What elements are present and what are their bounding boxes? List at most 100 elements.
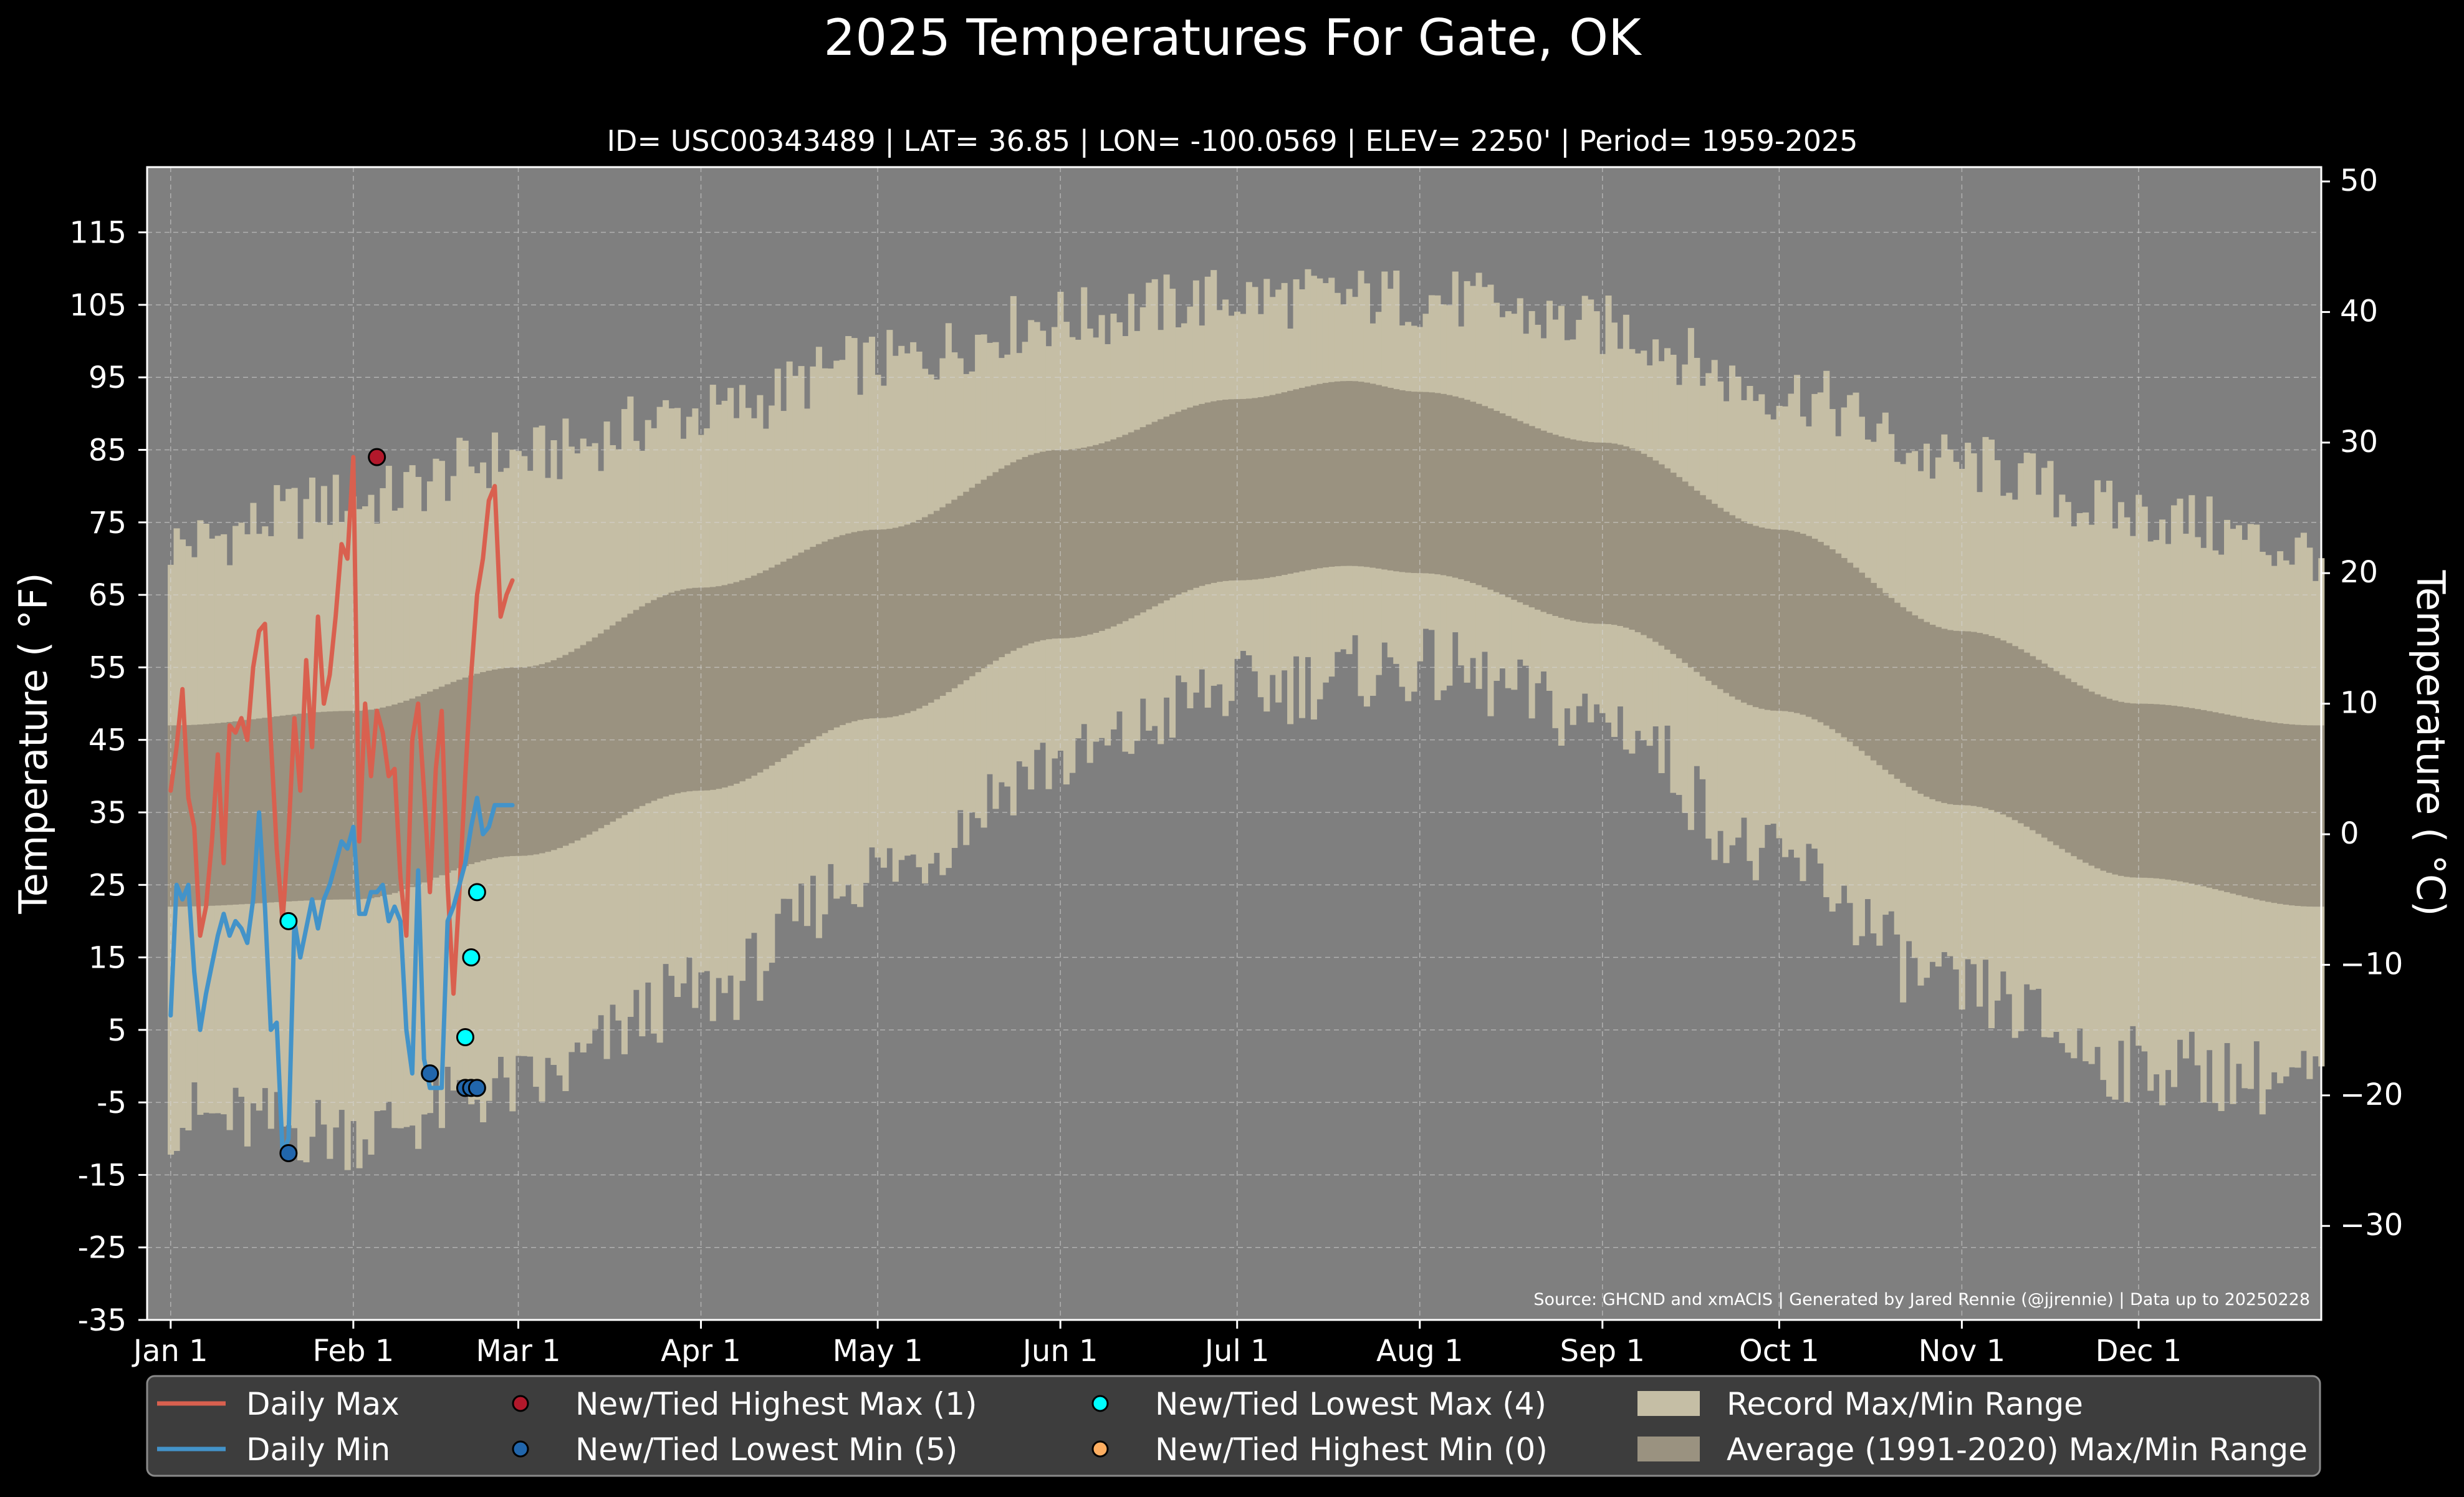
y2-tick-label: −30 <box>2340 1208 2403 1243</box>
record-marker <box>368 448 386 466</box>
normal-range-bar <box>456 680 463 869</box>
y-tick-label: -5 <box>97 1085 127 1120</box>
normal-range-bar <box>521 667 528 856</box>
normal-range-bar <box>444 684 451 873</box>
normal-range-bar <box>1982 634 1989 809</box>
normal-range-bar <box>2076 685 2083 860</box>
normal-range-bar <box>1470 402 1477 584</box>
normal-range-bar <box>1033 453 1040 642</box>
normal-range-bar <box>1240 398 1247 580</box>
normal-range-bar <box>1770 529 1777 711</box>
normal-range-bar <box>214 723 221 906</box>
normal-range-bar <box>2306 725 2313 907</box>
normal-range-bar <box>1888 598 1895 775</box>
normal-range-bar <box>2124 703 2131 877</box>
normal-range-bar <box>1858 572 1866 751</box>
normal-range-bar <box>2188 708 2195 884</box>
normal-range-bar <box>1075 448 1081 637</box>
normal-range-bar <box>1446 395 1453 577</box>
normal-range-bar <box>1346 381 1353 566</box>
normal-range-bar <box>344 711 351 900</box>
normal-range-bar <box>1028 455 1035 643</box>
normal-range-bar <box>1316 383 1323 569</box>
normal-range-bar <box>1022 456 1028 646</box>
normal-range-bar <box>697 587 704 791</box>
normal-range-bar <box>1764 528 1771 710</box>
daily-max-line <box>168 455 515 996</box>
normal-range-bar <box>704 587 711 791</box>
y-tick-label: 115 <box>69 216 127 251</box>
normal-range-bar <box>774 564 781 763</box>
x-tick-label: Mar 1 <box>476 1334 560 1369</box>
normal-range-bar <box>415 696 422 885</box>
normal-range-bar <box>1782 529 1789 711</box>
normal-range-bar <box>1664 468 1671 650</box>
y-tick-label: 85 <box>89 433 127 468</box>
normal-range-bar <box>2206 711 2213 888</box>
normal-range-bar <box>486 670 492 860</box>
normal-range-bar <box>1110 439 1117 627</box>
normal-range-bar <box>2030 656 2036 830</box>
y2-tick-label: 20 <box>2340 555 2378 590</box>
normal-range-bar <box>580 645 587 838</box>
normal-range-bar <box>975 483 982 673</box>
chart-subtitle: ID= USC00343489 | LAT= 36.85 | LON= -100… <box>606 124 1858 158</box>
normal-range-bar <box>1375 385 1382 569</box>
y-tick-label: 5 <box>107 1013 127 1048</box>
normal-range-bar <box>957 496 964 685</box>
normal-range-bar <box>438 686 445 875</box>
normal-range-bar <box>1210 401 1217 583</box>
legend-label: Average (1991-2020) Max/Min Range <box>1727 1432 2308 1468</box>
normal-range-bar <box>792 556 799 751</box>
normal-range-bar <box>1894 602 1901 779</box>
normal-range-bar <box>639 606 646 806</box>
normal-range-bar <box>1941 628 1948 803</box>
normal-range-bar <box>232 721 239 905</box>
y-tick-label: 25 <box>89 868 127 903</box>
normal-range-bar <box>2141 703 2148 878</box>
normal-range-bar <box>1464 400 1470 581</box>
legend-label: Daily Max <box>246 1386 400 1422</box>
normal-range-bar <box>633 610 640 809</box>
normal-range-bar <box>1298 388 1306 572</box>
normal-range-bar <box>332 711 339 900</box>
normal-range-bar <box>986 476 994 665</box>
normal-range-bar <box>1576 440 1583 622</box>
legend-label: New/Tied Highest Min (0) <box>1155 1432 1548 1468</box>
normal-range-bar <box>556 657 563 849</box>
normal-range-bar <box>1729 515 1736 697</box>
normal-range-bar <box>880 529 887 718</box>
normal-range-bar <box>197 724 204 907</box>
normal-range-bar <box>1735 518 1742 700</box>
normal-range-bar <box>1929 625 1936 799</box>
normal-range-bar <box>2235 716 2242 895</box>
normal-range-bar <box>1040 451 1047 640</box>
series-lines <box>168 455 515 1156</box>
normal-range-bar <box>291 714 298 902</box>
normal-range-bar <box>1658 464 1665 646</box>
normal-range-bar <box>2088 691 2095 866</box>
normal-range-bar <box>598 633 605 829</box>
normal-range-bar <box>1646 456 1653 638</box>
normal-range-bar <box>1086 446 1093 635</box>
normal-range-bar <box>2117 701 2124 876</box>
y-axis-label-left: Temperature ( °F) <box>11 572 56 914</box>
normal-range-bar <box>1293 389 1300 573</box>
normal-range-bar <box>1245 398 1252 580</box>
normal-range-bar <box>380 707 386 897</box>
y-tick-label: 45 <box>89 723 127 758</box>
normal-range-bar <box>497 668 504 857</box>
y-axis-label-right: Temperature ( °C) <box>2408 570 2453 917</box>
legend-swatch-marker <box>1091 1440 1109 1458</box>
normal-range-bar <box>1906 611 1912 787</box>
normal-range-bar <box>1611 443 1618 625</box>
normal-range-bar <box>562 655 569 846</box>
normal-range-bar <box>1823 545 1830 726</box>
normal-range-bar <box>1687 486 1694 668</box>
normal-range-bar <box>1475 403 1482 585</box>
normal-range-bar <box>709 587 716 790</box>
normal-range-bar <box>262 718 269 903</box>
normal-range-bar <box>1069 449 1076 638</box>
normal-range-bar <box>1252 398 1258 580</box>
normal-range-bar <box>1740 521 1747 703</box>
